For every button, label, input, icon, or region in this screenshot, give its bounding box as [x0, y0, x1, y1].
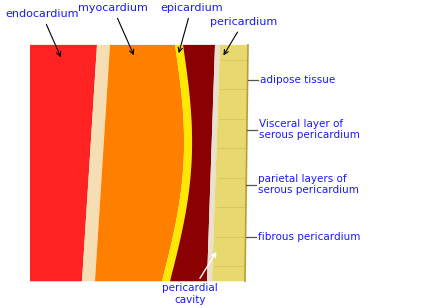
Text: endocardium: endocardium [5, 9, 79, 56]
Polygon shape [82, 45, 110, 281]
Text: myocardium: myocardium [78, 3, 148, 54]
Polygon shape [162, 45, 192, 281]
Polygon shape [212, 45, 248, 281]
Polygon shape [170, 45, 215, 281]
Polygon shape [207, 45, 220, 281]
Polygon shape [95, 45, 184, 281]
Text: pericardial
cavity: pericardial cavity [162, 253, 218, 305]
Text: pericardium: pericardium [210, 17, 277, 55]
Text: Visceral layer of
serous pericardium: Visceral layer of serous pericardium [259, 119, 360, 140]
Text: fibrous pericardium: fibrous pericardium [258, 233, 360, 242]
Polygon shape [30, 45, 97, 281]
Text: adipose tissue: adipose tissue [260, 75, 335, 85]
Text: epicardium: epicardium [160, 3, 223, 52]
Text: parietal layers of
serous pericardium: parietal layers of serous pericardium [258, 174, 359, 195]
